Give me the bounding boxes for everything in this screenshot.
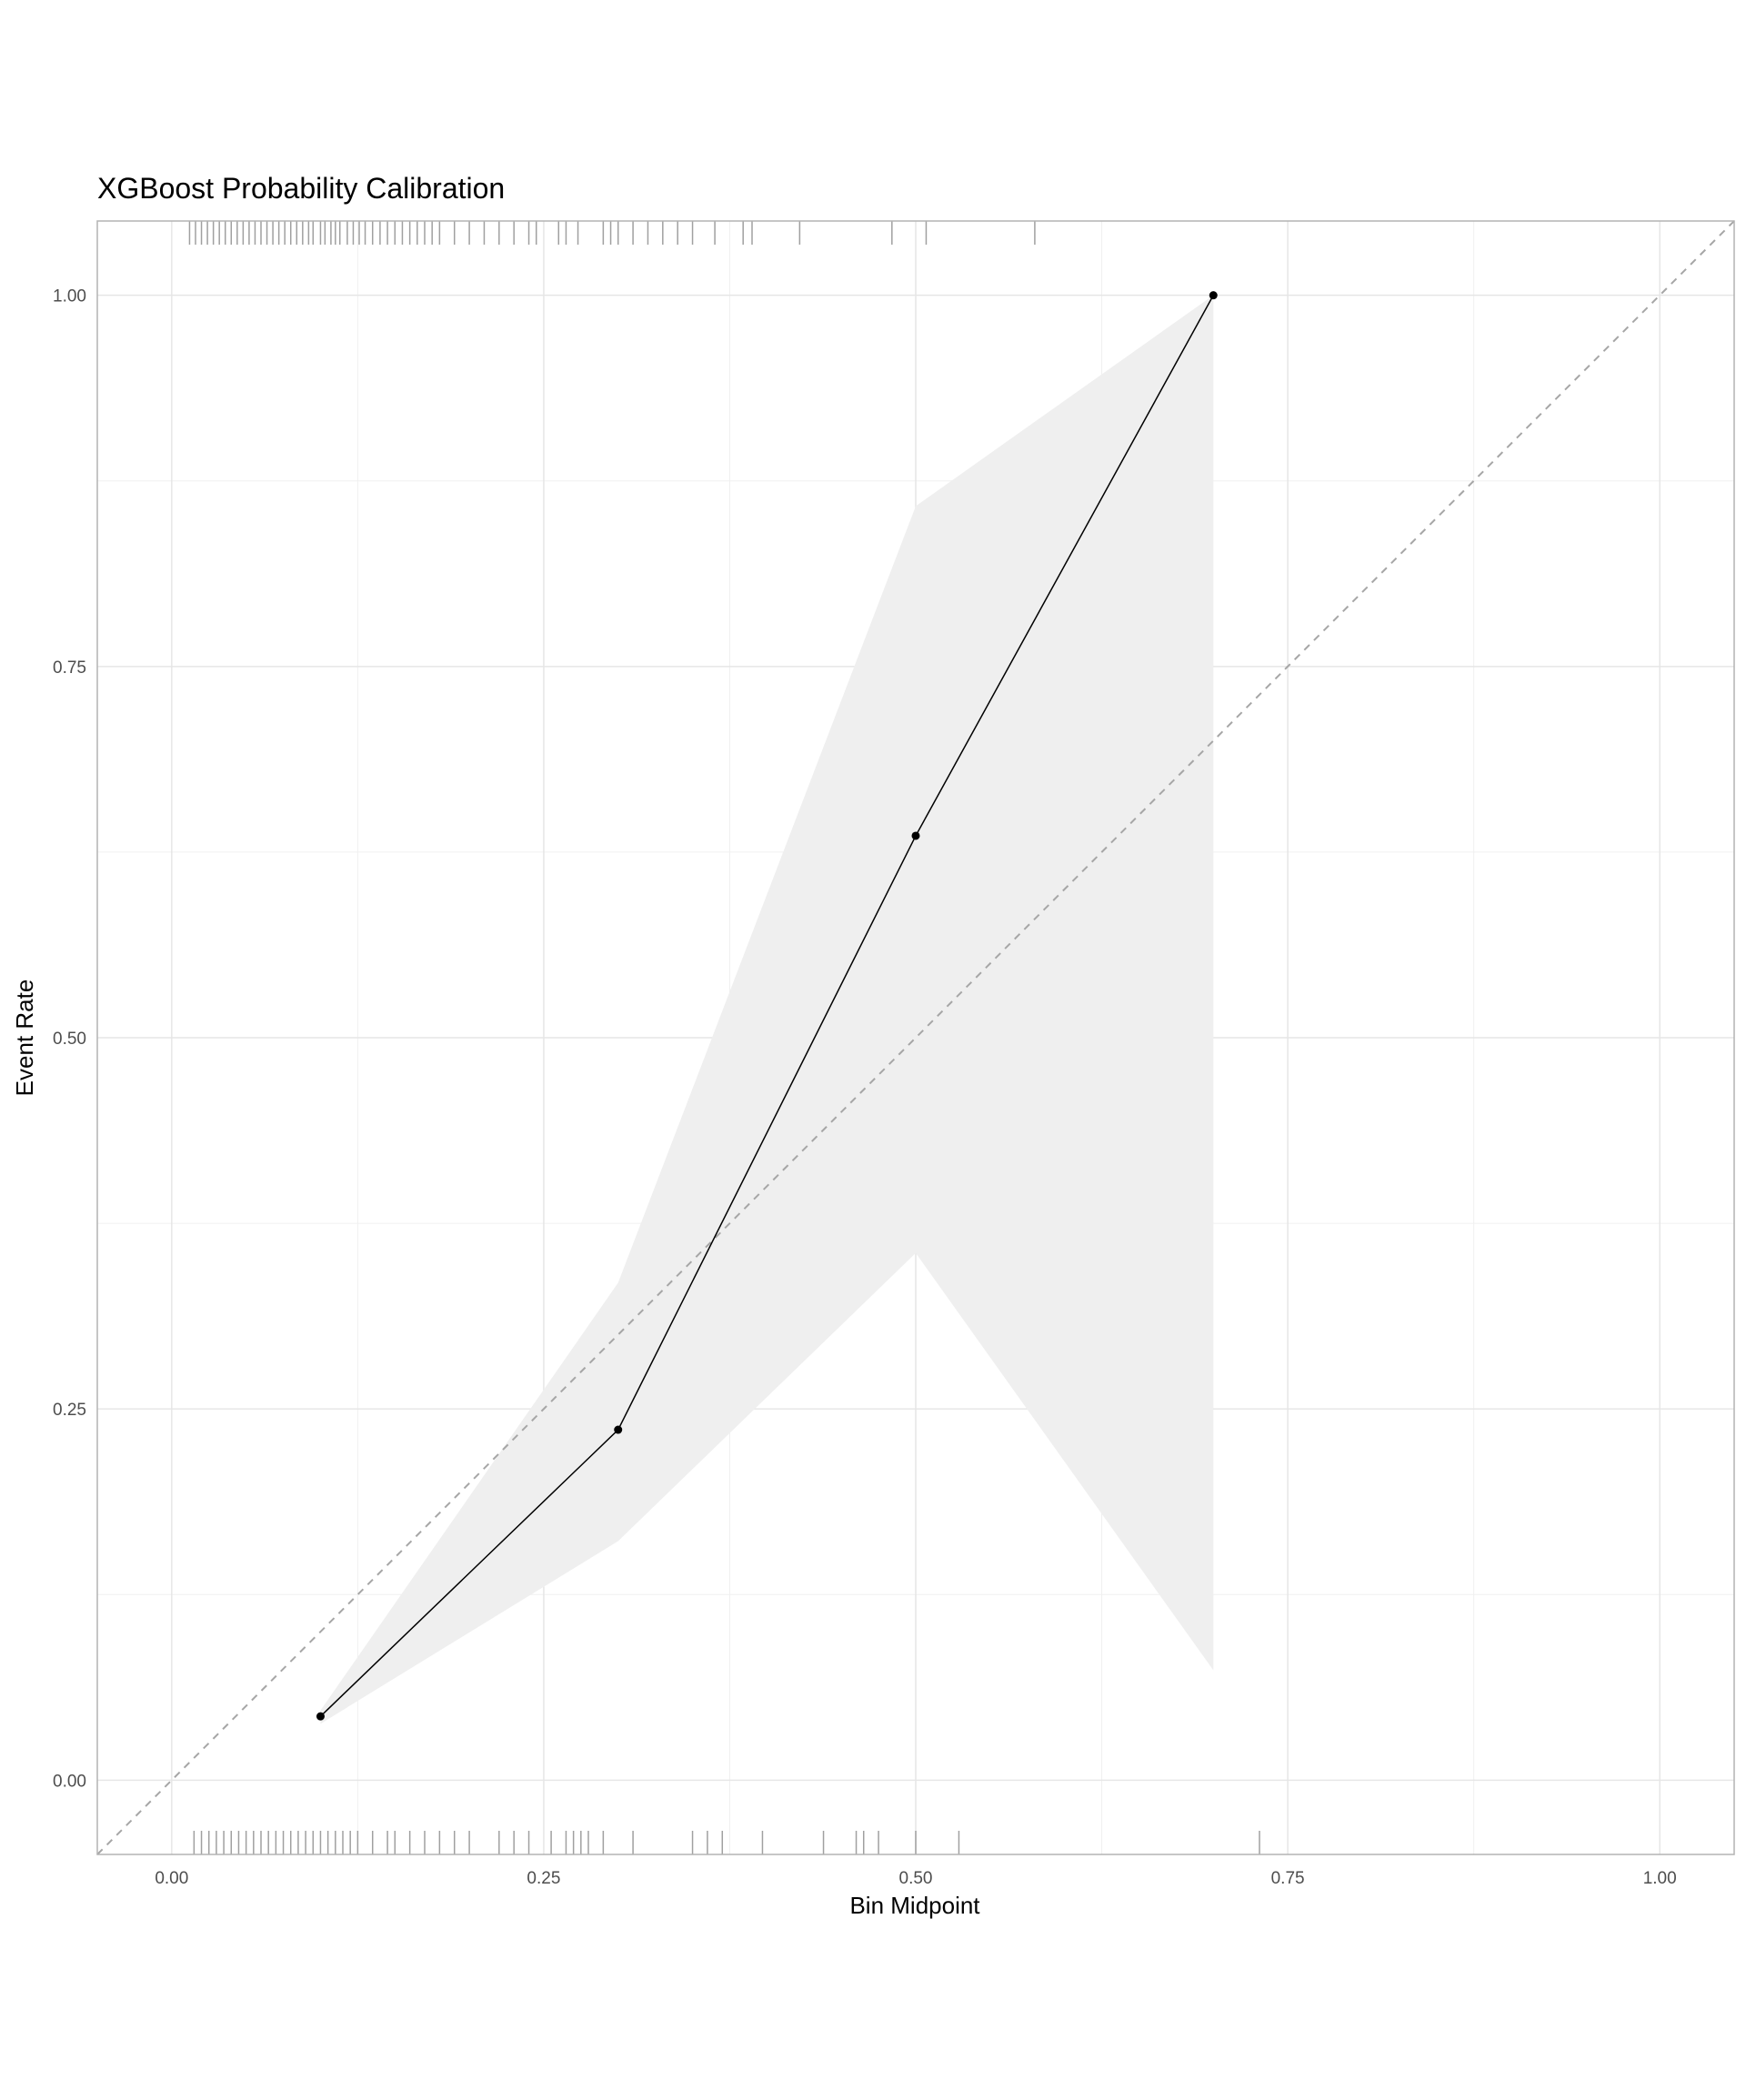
x-tick-label: 0.50: [899, 1869, 933, 1888]
x-tick-label: 0.00: [155, 1869, 188, 1888]
panel-border: [96, 220, 1735, 1855]
y-tick-label: 1.00: [53, 287, 86, 306]
reference-line: [96, 220, 1735, 1855]
chart-title: XGBoost Probability Calibration: [97, 172, 505, 205]
x-axis-title: Bin Midpoint: [849, 1892, 980, 1919]
x-tick-label: 1.00: [1643, 1869, 1677, 1888]
y-tick-label: 0.25: [53, 1401, 86, 1420]
point: [316, 1712, 325, 1721]
point: [911, 831, 920, 840]
point: [1209, 291, 1218, 300]
y-tick-label: 0.50: [53, 1030, 86, 1049]
y-axis-title: Event Rate: [11, 980, 38, 1097]
y-tick-label: 0.75: [53, 658, 86, 678]
point: [614, 1425, 623, 1434]
x-tick-label: 0.25: [527, 1869, 560, 1888]
calibration-line: [319, 295, 1214, 1717]
x-tick-label: 0.75: [1271, 1869, 1305, 1888]
confidence-band: [320, 295, 1214, 1724]
y-tick-label: 0.00: [53, 1772, 86, 1791]
